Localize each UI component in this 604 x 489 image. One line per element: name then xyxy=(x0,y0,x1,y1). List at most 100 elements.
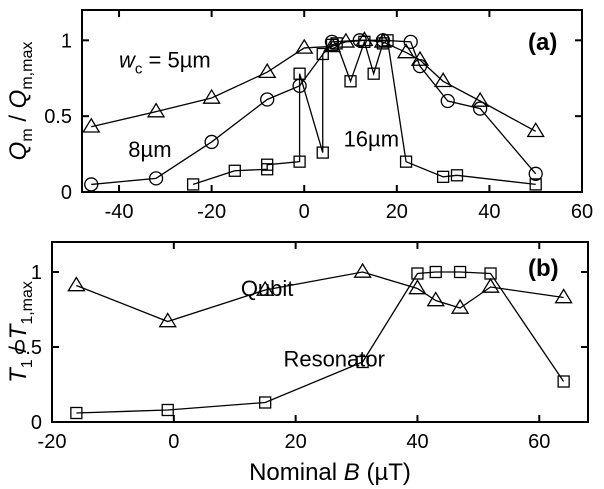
y-tick-label: 0 xyxy=(61,182,72,204)
square-marker xyxy=(70,406,83,420)
panel-a: -40 -20 0 20 40 60 0 0.5 1 wc = 5µm 8µm 16µm (a) Qm /… xyxy=(5,9,593,223)
circle-marker xyxy=(472,101,488,116)
triangle-marker xyxy=(450,298,470,314)
ylabel-den-sub: m,max xyxy=(19,42,36,90)
ylabel-main: Q xyxy=(5,142,32,161)
annotation: 8µm xyxy=(128,137,171,162)
y-tick-label: 0.5 xyxy=(44,106,72,128)
square-marker xyxy=(228,164,241,177)
square-marker xyxy=(450,169,464,182)
triangle-marker xyxy=(408,279,427,295)
x-tick-label: 60 xyxy=(571,201,593,223)
annotation: Qubit xyxy=(241,276,294,301)
triangle-marker xyxy=(67,276,86,292)
panel-label: (a) xyxy=(528,29,557,56)
series-line xyxy=(76,271,564,323)
y-tick-label: 0.5 xyxy=(14,337,42,359)
series-line xyxy=(91,39,537,186)
square-marker xyxy=(367,67,380,80)
x-tick-label: -20 xyxy=(197,201,226,223)
ylabel-den: T xyxy=(5,322,32,339)
x-tick-label: -20 xyxy=(38,431,67,453)
ylabel-den-sub: 1,max xyxy=(19,281,36,325)
series-line xyxy=(192,39,536,186)
ylabel-main-sub: 1 xyxy=(19,359,36,368)
y-tick-label: 1 xyxy=(31,262,42,284)
x-tick-label: 20 xyxy=(285,431,307,453)
triangle-marker xyxy=(554,288,573,304)
circle-marker xyxy=(528,166,543,181)
annotation: wc = 5µm xyxy=(119,48,211,78)
x-tick-label: 40 xyxy=(406,431,428,453)
circle-marker xyxy=(204,134,219,150)
x-tick-label: -40 xyxy=(105,201,134,223)
ylabel-main-sub: m xyxy=(19,128,36,141)
annotation-sub: c xyxy=(135,61,143,78)
triangle-marker xyxy=(202,88,221,104)
square-marker xyxy=(316,146,329,159)
triangle-marker xyxy=(353,262,372,278)
series-triangle xyxy=(67,262,573,328)
x-tick-label: 20 xyxy=(386,201,408,223)
y-tick-label: 1 xyxy=(61,30,72,52)
square-marker xyxy=(316,47,329,61)
y-axis-label: T1 / T1,max xyxy=(5,281,36,383)
x-tick-label: 0 xyxy=(168,431,179,453)
square-marker xyxy=(356,355,369,369)
square-marker xyxy=(293,67,306,80)
series-line xyxy=(76,271,565,414)
annotation: 16µm xyxy=(344,127,399,152)
x-tick-label: 40 xyxy=(478,201,500,223)
triangle-marker xyxy=(433,72,453,88)
xlabel-italic: B xyxy=(344,459,360,486)
ylabel-sep: / xyxy=(5,339,32,359)
square-marker xyxy=(484,267,497,280)
x-axis-label: Nominal B (µT) xyxy=(249,459,411,486)
square-marker xyxy=(358,35,371,48)
triangle-marker xyxy=(526,122,545,138)
circle-marker xyxy=(375,33,391,48)
circle-marker xyxy=(440,93,455,109)
triangle-marker xyxy=(258,62,277,79)
series-square xyxy=(186,34,542,191)
square-marker xyxy=(344,75,357,88)
square-marker xyxy=(453,265,467,279)
circle-marker xyxy=(148,171,164,186)
x-tick-label: 60 xyxy=(528,431,550,453)
annotation-rest: = 5µm xyxy=(142,48,210,73)
x-tick-label: 0 xyxy=(299,201,310,223)
square-marker xyxy=(259,396,272,409)
square-marker xyxy=(261,158,274,171)
square-marker xyxy=(381,34,394,47)
annotation: Resonator xyxy=(283,347,385,372)
square-marker xyxy=(325,38,339,52)
ylabel-main: T xyxy=(5,366,32,383)
square-marker xyxy=(376,37,390,50)
square-marker xyxy=(436,170,450,183)
plot-frame xyxy=(51,241,589,423)
triangle-marker xyxy=(322,37,342,53)
triangle-marker xyxy=(396,43,416,59)
square-marker xyxy=(186,178,200,191)
triangle-marker xyxy=(470,91,490,107)
triangle-marker xyxy=(146,102,166,118)
square-marker xyxy=(293,155,306,168)
triangle-marker xyxy=(481,277,500,293)
triangle-marker xyxy=(256,280,275,296)
circle-marker xyxy=(260,92,275,107)
annotation-italic: w xyxy=(119,48,137,73)
y-axis-label: Qm / Qm,max xyxy=(5,42,36,161)
series-square xyxy=(70,265,570,420)
circle-marker xyxy=(412,58,428,74)
ylabel-den: Q xyxy=(5,90,32,109)
circle-marker xyxy=(84,177,99,192)
xlabel-text: Nominal xyxy=(249,459,344,486)
square-marker xyxy=(330,37,343,50)
square-marker xyxy=(429,265,442,279)
ylabel-sep: / xyxy=(5,108,32,128)
triangle-marker xyxy=(158,312,177,328)
y-tick-label: 0 xyxy=(31,412,42,434)
circle-marker xyxy=(403,34,418,49)
